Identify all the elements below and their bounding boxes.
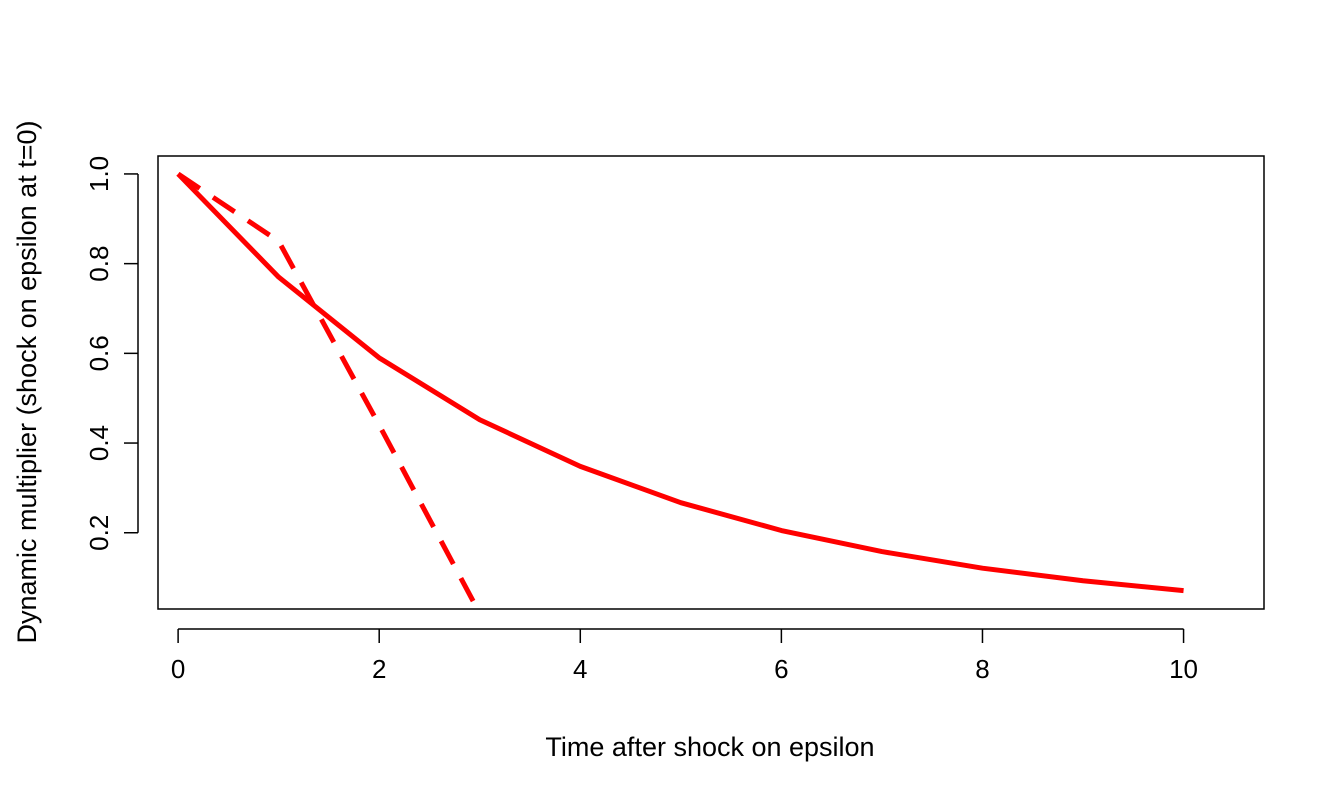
x-tick-label: 6 [774, 654, 788, 684]
y-tick-label: 0.4 [84, 425, 114, 461]
x-axis: 0 2 4 6 8 10 [171, 628, 1198, 684]
x-tick-label: 4 [573, 654, 587, 684]
x-tick-label: 10 [1169, 654, 1198, 684]
x-tick-label: 2 [372, 654, 386, 684]
y-tick-label: 0.6 [84, 335, 114, 371]
y-axis: 0.2 0.4 0.6 0.8 1.0 [84, 156, 139, 551]
x-tick-label: 8 [975, 654, 989, 684]
y-tick-label: 0.2 [84, 515, 114, 551]
y-tick-label: 1.0 [84, 156, 114, 192]
plot-frame [157, 155, 1265, 610]
y-axis-title: Dynamic multiplier (shock on epsilon at … [12, 121, 42, 644]
series-line-solid [176, 172, 1184, 594]
series-layer [176, 171, 1184, 609]
y-tick-label: 0.8 [84, 246, 114, 282]
x-axis-title: Time after shock on epsilon [545, 732, 874, 762]
x-tick-label: 0 [171, 654, 185, 684]
series-line-dashed [176, 171, 481, 609]
